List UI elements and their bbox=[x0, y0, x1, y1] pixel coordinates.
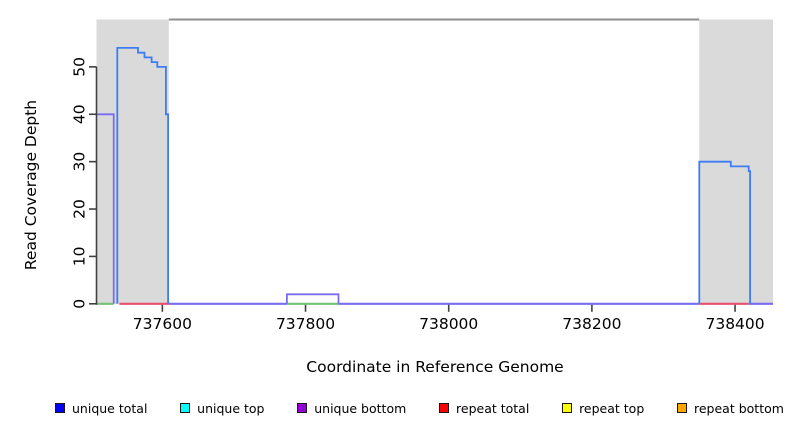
y-axis-title: Read Coverage Depth bbox=[22, 99, 40, 271]
x-tick-label: 737600 bbox=[133, 315, 192, 333]
legend-label: unique top bbox=[197, 400, 265, 416]
series-unique-bottom bbox=[285, 293, 340, 304]
legend-label: unique bottom bbox=[314, 400, 407, 416]
legend-item-repeat-total: repeat total bbox=[439, 401, 529, 416]
series-unique-total bbox=[116, 47, 170, 304]
repeat-top-swatch-icon bbox=[562, 403, 573, 413]
legend-label: unique total bbox=[72, 400, 148, 416]
x-tick-label: 738200 bbox=[562, 315, 621, 333]
y-tick-label: 30 bbox=[70, 152, 88, 172]
series-unique-total bbox=[698, 160, 751, 304]
legend-label: repeat total bbox=[456, 400, 530, 416]
legend-item-unique-top: unique top bbox=[180, 401, 264, 416]
legend-item-repeat-bottom: repeat bottom bbox=[677, 401, 784, 416]
legend: unique total unique top unique bottom repea… bbox=[55, 397, 784, 419]
legend-label: repeat bottom bbox=[694, 400, 784, 416]
y-tick-label: 20 bbox=[70, 199, 88, 219]
y-tick-label: 50 bbox=[70, 57, 88, 77]
legend-item-repeat-top: repeat top bbox=[562, 401, 644, 416]
y-tick-label: 0 bbox=[70, 299, 88, 309]
repeat-total-swatch-icon bbox=[439, 403, 450, 413]
x-tick-label: 737800 bbox=[276, 315, 335, 333]
unique-bottom-swatch-icon bbox=[297, 403, 308, 413]
legend-item-unique-total: unique total bbox=[55, 401, 147, 416]
y-tick-label: 40 bbox=[70, 104, 88, 124]
unique-top-swatch-icon bbox=[180, 403, 191, 413]
series-unique-bottom bbox=[96, 113, 115, 304]
x-tick-label: 738000 bbox=[419, 315, 478, 333]
unique-total-swatch-icon bbox=[55, 403, 65, 413]
repeat-bottom-swatch-icon bbox=[677, 403, 687, 413]
legend-item-unique-bottom: unique bottom bbox=[297, 401, 406, 416]
x-axis-title: Coordinate in Reference Genome bbox=[306, 358, 564, 376]
x-tick-label: 738400 bbox=[705, 315, 764, 333]
legend-label: repeat top bbox=[579, 400, 645, 416]
y-tick-label: 10 bbox=[70, 247, 88, 267]
